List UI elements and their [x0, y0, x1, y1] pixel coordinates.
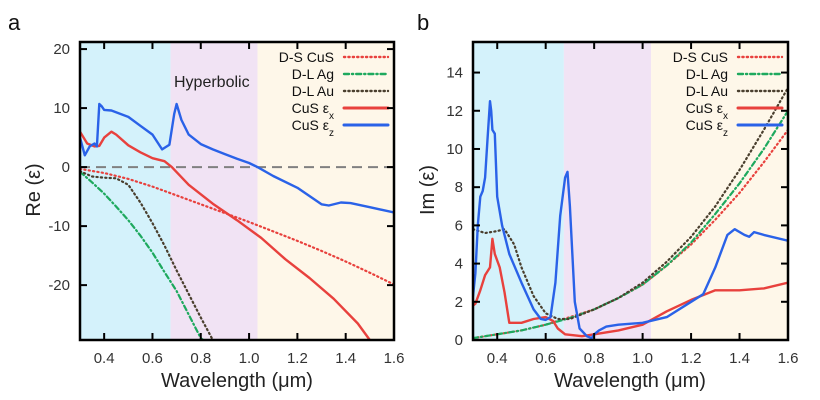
y-tick-label: 2 — [455, 294, 463, 311]
series-line-cus-z — [80, 102, 394, 214]
x-tick-label: 0.4 — [487, 350, 508, 367]
x-tick-label: 0.8 — [190, 350, 211, 367]
panel-label-a: a — [8, 10, 21, 35]
shaded-regions-a — [80, 42, 394, 340]
legend-label: D-L Ag — [686, 66, 728, 82]
x-tick-label: 1.0 — [632, 350, 653, 367]
series-line-d-l-au — [80, 170, 214, 340]
x-tick-label: 1.4 — [729, 350, 750, 367]
y-tick-label: -10 — [48, 218, 70, 235]
legend-item: D-L Au — [686, 83, 784, 99]
plot-frame — [471, 40, 790, 342]
legend-label: D-S CuS — [673, 49, 728, 65]
series-line-d-l-ag — [473, 109, 788, 340]
series-line-cus-z — [473, 100, 788, 340]
x-tick-label: 1.4 — [335, 350, 356, 367]
y-tick-label: -20 — [48, 277, 70, 294]
x-tick-label: 0.8 — [584, 350, 605, 367]
panel-label-b: b — [417, 10, 429, 35]
y-tick-label: 14 — [446, 65, 463, 82]
series-line-cus-x — [80, 130, 371, 340]
y-tick-label: 10 — [53, 100, 70, 117]
x-axis-label-b: Wavelength (μm) — [554, 370, 706, 392]
hyperbolic-annotation: Hyperbolic — [174, 74, 250, 91]
x-tick-label: 1.0 — [239, 350, 260, 367]
x-tick-label: 0.6 — [535, 350, 556, 367]
series-group-a — [80, 102, 394, 340]
region-hyperbolic — [170, 42, 258, 340]
series-line-d-l-ag — [80, 170, 205, 340]
y-tick-label: 4 — [455, 256, 463, 273]
axes-a: 0.4 0.6 0.8 1.0 1.2 1.4 1.6 20 10 0 -10 -20 — [48, 40, 405, 367]
y-tick-label: 6 — [455, 217, 463, 234]
region-region-1 — [80, 42, 171, 340]
axes-b: 0.4 0.6 0.8 1.0 1.2 1.4 1.6 0 2 4 6 8 10 12 14 — [446, 40, 799, 367]
legend-item: D-S CuS — [673, 49, 784, 65]
y-tick-label: 0 — [62, 159, 70, 176]
x-tick-label: 1.6 — [384, 350, 405, 367]
shaded-regions-b — [473, 42, 788, 340]
series-line-d-l-au — [473, 86, 788, 321]
x-tick-label: 1.6 — [778, 350, 799, 367]
plot-frame — [78, 40, 396, 342]
legend-item: D-L Ag — [686, 66, 784, 82]
legend-label: D-L Ag — [292, 66, 334, 82]
y-tick-label: 0 — [455, 332, 463, 349]
legend-label: D-L Au — [686, 83, 728, 99]
region-region-1 — [473, 42, 564, 340]
legend-item: D-L Au — [292, 83, 390, 99]
region-hyperbolic — [563, 42, 652, 340]
x-axis-label-a: Wavelength (μm) — [161, 370, 313, 392]
legend-label: D-L Au — [292, 83, 334, 99]
y-axis-label-b: Im (ε) — [417, 165, 439, 215]
x-tick-label: 0.6 — [142, 350, 163, 367]
y-tick-label: 12 — [446, 103, 463, 120]
y-tick-label: 20 — [53, 41, 70, 58]
y-tick-label: 10 — [446, 141, 463, 158]
legend-label: D-S CuS — [279, 49, 334, 65]
legend-item: D-L Ag — [292, 66, 390, 82]
y-tick-label: 8 — [455, 179, 463, 196]
x-tick-label: 1.2 — [681, 350, 702, 367]
x-tick-label: 1.2 — [287, 350, 308, 367]
series-group-b — [473, 86, 788, 340]
y-axis-label-a: Re (ε) — [23, 163, 45, 216]
series-line-d-s-cus — [80, 167, 394, 286]
legend-item: D-S CuS — [279, 49, 390, 65]
x-tick-label: 0.4 — [94, 350, 115, 367]
